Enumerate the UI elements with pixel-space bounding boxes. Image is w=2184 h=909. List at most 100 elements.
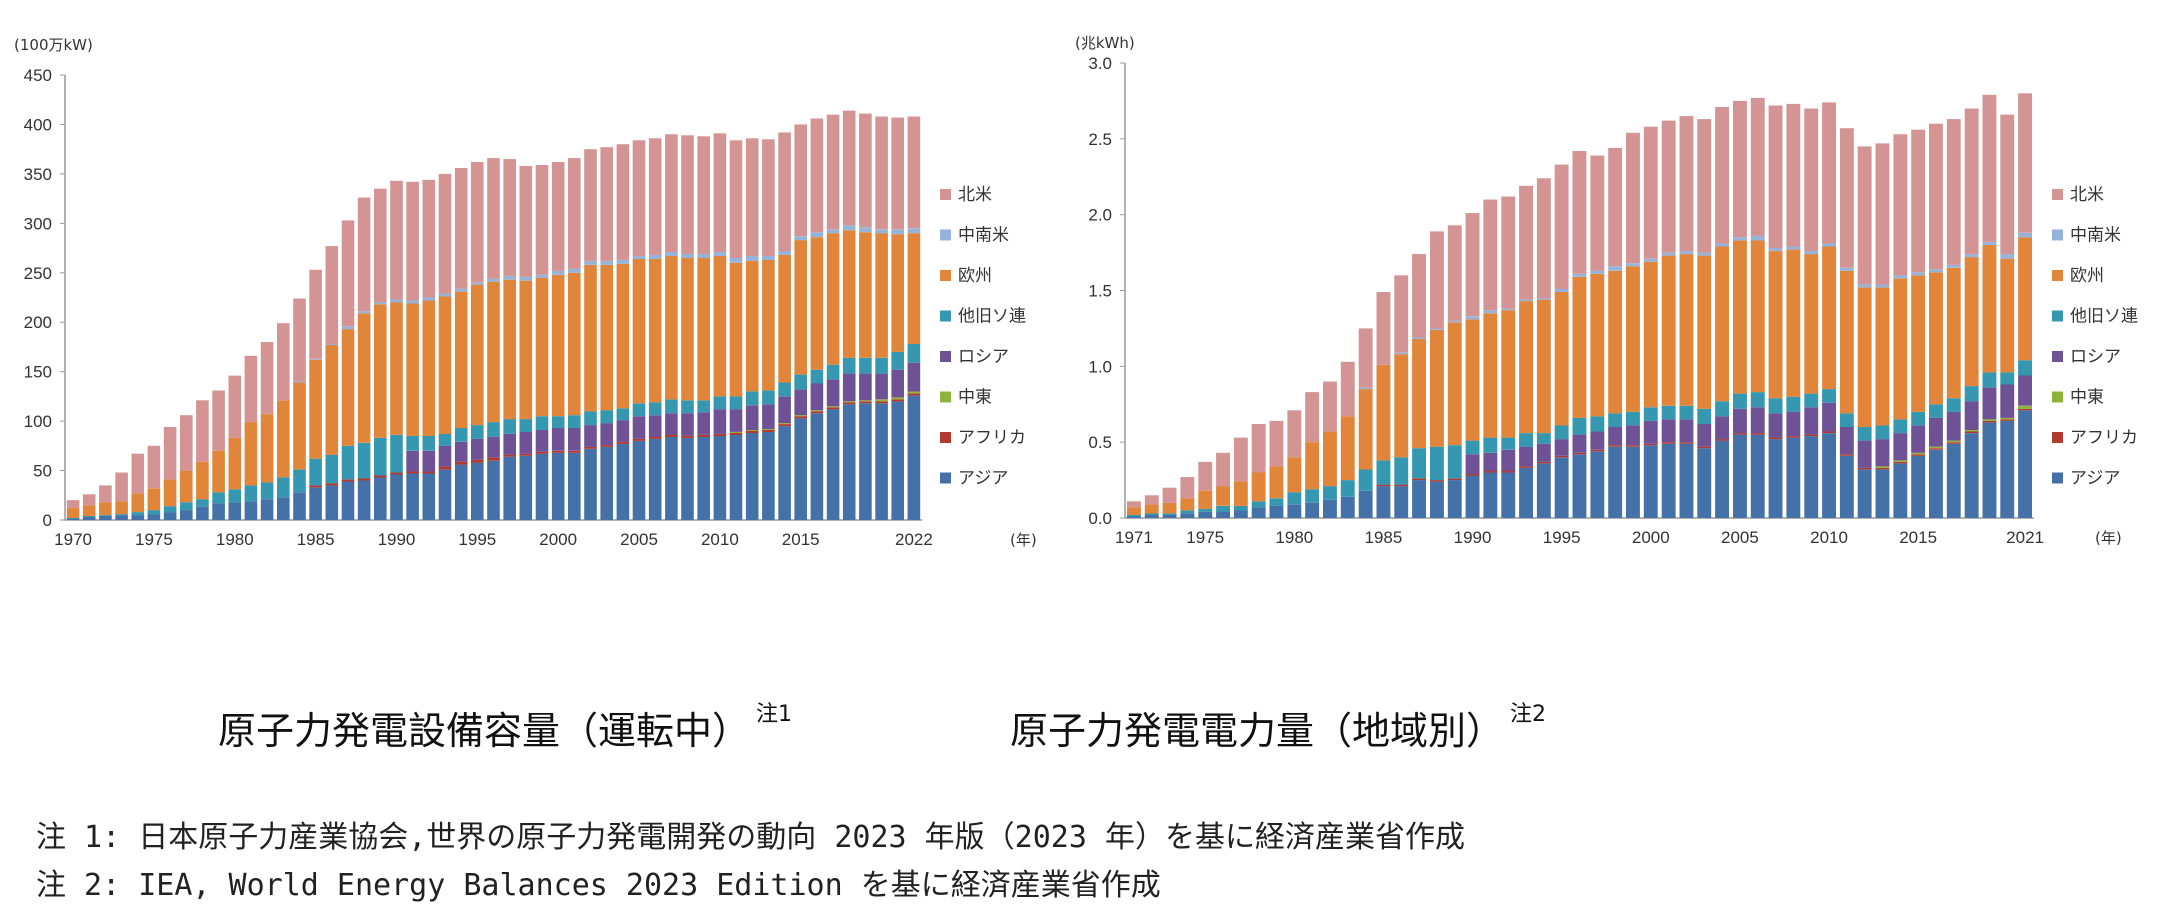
- bar-segment-2021-欧州: [2018, 237, 2032, 361]
- bar-segment-1997-北米: [1590, 155, 1605, 271]
- bar-segment-1988-北米: [357, 197, 371, 312]
- bar-segment-1982-欧州: [260, 414, 274, 483]
- y-tick-label: 100: [24, 412, 52, 431]
- bar-segment-1980-欧州: [228, 437, 242, 490]
- bar-segment-1992-アジア: [422, 473, 436, 520]
- bar-segment-1993-中南米: [1519, 299, 1533, 302]
- bar-segment-1983-アジア: [1340, 496, 1355, 518]
- bar-segment-2007-アフリカ: [1768, 437, 1783, 440]
- bar-segment-2022-欧州: [907, 233, 921, 344]
- bar-segment-1990-他旧ソ連: [390, 435, 403, 473]
- bar-segment-1992-欧州: [422, 300, 436, 436]
- bar-segment-2020-アジア: [875, 403, 888, 520]
- bar-segment-1990-アジア: [1465, 475, 1480, 518]
- x-tick-label: 1990: [1454, 528, 1492, 547]
- bar-segment-2021-ロシア: [891, 369, 904, 398]
- bar-segment-2006-他旧ソ連: [1750, 392, 1765, 408]
- bar-segment-1988-中南米: [357, 311, 371, 314]
- bar-segment-2022-アジア: [907, 395, 921, 520]
- bar-segment-1971-北米: [82, 494, 96, 506]
- bar-segment-1997-アフリカ: [503, 454, 516, 457]
- bar-segment-1995-アフリカ: [471, 459, 484, 463]
- bar-segment-1975-北米: [1198, 461, 1213, 491]
- bar-segment-2003-他旧ソ連: [600, 410, 613, 424]
- bar-segment-1993-アフリカ: [438, 466, 452, 470]
- bar-segment-1974-欧州: [131, 493, 145, 513]
- bar-segment-2013-北米: [1875, 143, 1890, 285]
- legend-swatch: [940, 351, 951, 362]
- bar-segment-1993-アジア: [1519, 467, 1533, 518]
- bar-segment-1990-北米: [390, 180, 403, 300]
- bar-segment-1972-北米: [99, 485, 112, 503]
- bar-segment-1981-アジア: [1305, 502, 1320, 518]
- bar-segment-1990-他旧ソ連: [1465, 440, 1480, 455]
- bar-segment-2012-欧州: [745, 260, 759, 392]
- bar-segment-2004-欧州: [1715, 246, 1729, 402]
- bar-segment-2010-ロシア: [1822, 402, 1836, 432]
- x-tick-label: 1971: [1115, 528, 1153, 547]
- bar-segment-1975-他旧ソ連: [147, 510, 161, 515]
- bar-segment-2001-ロシア: [568, 428, 581, 451]
- bar-segment-2009-アフリカ: [697, 435, 710, 437]
- bar-segment-1980-他旧ソ連: [1287, 492, 1302, 505]
- y-tick-label: 3.0: [1088, 54, 1112, 73]
- bar-segment-2020-欧州: [2000, 258, 2015, 373]
- bar-segment-2017-アフリカ: [826, 407, 840, 410]
- bar-segment-1997-欧州: [1590, 273, 1605, 417]
- bar-segment-1991-中南米: [406, 300, 419, 304]
- y-axis-unit: (兆kWh): [1075, 34, 1135, 52]
- x-axis-unit: (年): [1010, 531, 1037, 549]
- bar-segment-2002-他旧ソ連: [1679, 405, 1694, 420]
- bar-segment-2008-アフリカ: [681, 435, 694, 438]
- bar-segment-2006-中南米: [1750, 235, 1765, 241]
- bar-segment-1979-欧州: [212, 450, 225, 493]
- bar-segment-1986-アジア: [325, 485, 339, 520]
- bar-segment-2005-アジア: [1733, 434, 1747, 518]
- bar-segment-2016-中南米: [1929, 269, 1943, 273]
- bar-segment-2000-アフリカ: [551, 450, 565, 453]
- bar-segment-2018-ロシア: [842, 373, 856, 402]
- bar-segment-2010-ロシア: [713, 409, 727, 434]
- bar-segment-2018-中東: [842, 401, 856, 403]
- bar-segment-1992-アジア: [1501, 472, 1516, 518]
- bar-segment-1989-北米: [374, 188, 387, 303]
- bar-segment-1985-アフリカ: [1376, 484, 1391, 487]
- bar-segment-1988-他旧ソ連: [357, 442, 371, 479]
- bar-segment-2004-北米: [1715, 107, 1729, 244]
- bar-segment-1998-中南米: [1608, 266, 1623, 271]
- bar-segment-1999-欧州: [535, 277, 549, 417]
- bar-segment-2015-北米: [1911, 129, 1926, 273]
- bar-segment-1994-中南米: [1536, 298, 1551, 300]
- bar-segment-1987-アジア: [341, 481, 355, 520]
- right-note-mark: 注2: [1510, 702, 1547, 727]
- bar-segment-2018-欧州: [1964, 257, 1979, 386]
- bar-segment-2012-北米: [1857, 146, 1872, 285]
- bar-segment-1975-欧州: [147, 488, 161, 511]
- bar-segment-2022-アフリカ: [907, 393, 921, 396]
- bar-segment-2005-北米: [632, 140, 646, 256]
- bar-segment-2008-欧州: [681, 257, 694, 401]
- bar-segment-2012-欧州: [1857, 287, 1872, 427]
- bar-segment-2021-アフリカ: [2018, 408, 2032, 411]
- bar-segment-1996-他旧ソ連: [487, 422, 500, 437]
- bar-segment-2012-ロシア: [745, 405, 759, 430]
- bar-segment-1973-欧州: [115, 501, 128, 515]
- bar-segment-2011-アフリカ: [729, 433, 743, 435]
- x-tick-label: 2005: [1721, 528, 1759, 547]
- bar-segment-2007-ロシア: [665, 413, 678, 435]
- bar-segment-2013-欧州: [1875, 287, 1890, 426]
- bar-segment-2012-他旧ソ連: [1857, 427, 1872, 441]
- bar-segment-1996-アジア: [487, 460, 500, 520]
- bar-segment-2021-北米: [891, 117, 904, 230]
- bar-segment-2011-欧州: [729, 262, 743, 397]
- bar-segment-1978-欧州: [1251, 472, 1266, 502]
- y-tick-label: 2.5: [1088, 130, 1112, 149]
- bar-segment-1987-中南米: [1412, 337, 1426, 339]
- bar-segment-1976-北米: [1216, 452, 1230, 487]
- bar-segment-1996-ロシア: [487, 436, 500, 458]
- bar-segment-2010-北米: [1822, 102, 1836, 244]
- bar-segment-2022-北米: [907, 116, 921, 229]
- bar-segment-1985-アジア: [309, 487, 322, 520]
- bar-segment-2015-アフリカ: [1911, 454, 1926, 456]
- bar-segment-2020-アジア: [2000, 420, 2015, 518]
